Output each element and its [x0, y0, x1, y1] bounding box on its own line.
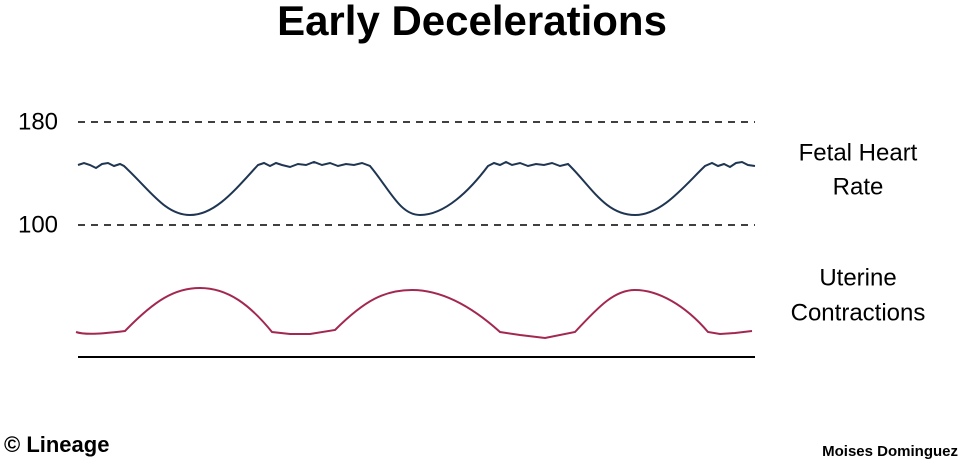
label: Rate: [833, 173, 884, 200]
scale-label: 180: [18, 108, 58, 135]
uterine-contractions-curve: [75, 286, 753, 340]
scale-label: 100: [18, 211, 58, 238]
label: Uterine: [819, 264, 896, 291]
label: Contractions: [791, 299, 926, 326]
copyright: © Lineage: [4, 432, 109, 457]
author: Moises Dominguez: [822, 443, 958, 460]
fetal-heart-rate-curve: [77, 160, 756, 217]
label: Fetal Heart: [799, 139, 918, 166]
title: Early Decelerations: [277, 0, 667, 44]
